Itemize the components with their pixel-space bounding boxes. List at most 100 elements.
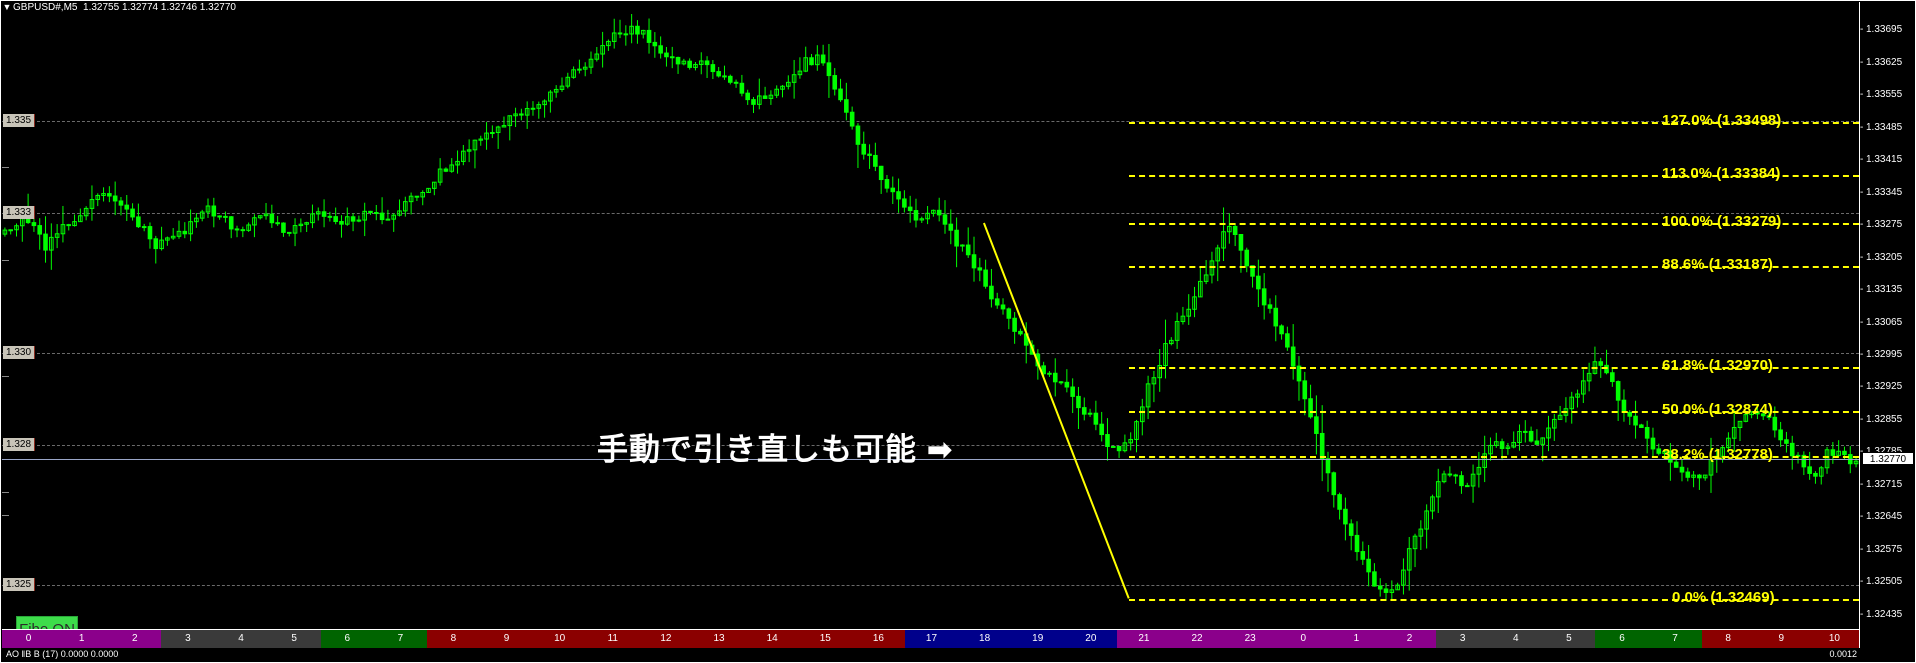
candlestick — [72, 214, 77, 227]
candle-body — [1766, 415, 1772, 418]
candlestick — [130, 203, 135, 221]
candlestick — [954, 217, 959, 268]
candle-body — [751, 99, 756, 105]
candle-body — [1331, 472, 1337, 496]
candlestick — [124, 195, 130, 221]
candlestick — [739, 74, 745, 97]
candlestick — [1453, 473, 1458, 484]
time-tick: 12 — [639, 630, 693, 648]
candle-body — [1076, 395, 1081, 409]
candle-body — [368, 210, 373, 214]
candle-body — [698, 60, 704, 65]
fib-level-line[interactable] — [1129, 598, 1859, 601]
candle-body — [1557, 414, 1563, 420]
fib-level-label: 88.6% (1.33187) — [1662, 255, 1773, 273]
price-tick: -1.33555 — [1860, 89, 1914, 100]
fib-level-line[interactable] — [1129, 223, 1859, 226]
candlestick — [623, 25, 629, 46]
candlestick — [298, 218, 304, 233]
candlestick — [1552, 413, 1557, 441]
minor-gridline-tick — [2, 491, 9, 493]
price-tick-label: 1.33695 — [1866, 24, 1903, 36]
fib-level-line[interactable] — [1129, 366, 1859, 369]
candlestick — [1824, 446, 1830, 474]
candlestick — [1395, 582, 1400, 591]
candle-body — [896, 191, 901, 200]
candle-body — [1157, 364, 1163, 379]
price-tick: -1.33065 — [1860, 317, 1914, 328]
candlestick — [1081, 397, 1087, 421]
candlestick — [513, 107, 518, 128]
candlestick — [611, 18, 617, 49]
fib-level-line[interactable] — [1129, 121, 1859, 124]
candlestick — [304, 221, 309, 233]
candlestick — [1685, 467, 1691, 482]
candlestick — [1801, 451, 1807, 476]
candlestick — [693, 61, 698, 71]
candlestick — [867, 144, 872, 169]
candle-body — [37, 225, 43, 235]
time-tick: 1 — [1329, 630, 1383, 648]
candle-body — [588, 58, 594, 68]
price-gridline — [2, 213, 1859, 215]
candle-body — [513, 113, 518, 117]
candle-body — [635, 25, 640, 35]
candlestick — [1198, 266, 1203, 298]
fib-level-line[interactable] — [1129, 265, 1859, 268]
time-tick: 7 — [373, 630, 427, 648]
candlestick — [948, 209, 954, 245]
candlestick — [176, 220, 182, 239]
candle-body — [693, 63, 698, 68]
candlestick — [1813, 471, 1818, 484]
candlestick — [14, 223, 19, 237]
candle-body — [1511, 441, 1516, 448]
fib-level-line[interactable] — [1129, 174, 1859, 177]
candlestick — [1348, 519, 1354, 551]
fib-level-line[interactable] — [1129, 455, 1859, 458]
candle-body — [1348, 523, 1354, 536]
candle-body — [809, 57, 814, 66]
candlestick — [971, 236, 977, 282]
candle-body — [1569, 396, 1575, 410]
candlestick — [1012, 312, 1017, 344]
candlestick — [49, 223, 54, 270]
candlestick — [310, 204, 315, 229]
candlestick — [217, 215, 222, 220]
price-scale[interactable]: 1.32770 -1.33695-1.33625-1.33555-1.33485… — [1859, 2, 1914, 661]
candle-body — [1575, 393, 1580, 398]
candle-body — [263, 213, 269, 217]
candle-body — [1540, 437, 1546, 445]
candle-body — [373, 212, 379, 215]
candlestick — [1702, 474, 1708, 481]
candlestick — [1052, 358, 1058, 397]
price-grid-label: 1.325 — [3, 577, 36, 591]
candlestick — [344, 207, 350, 226]
candle-body — [484, 132, 489, 140]
candlestick — [391, 213, 397, 232]
chart-collapse-icon[interactable]: ▼ — [2, 2, 12, 12]
candlestick — [542, 99, 547, 118]
candle-body — [1023, 333, 1029, 346]
candle-body — [1314, 416, 1319, 434]
candlestick — [1679, 459, 1685, 482]
candlestick — [809, 53, 814, 66]
candle-body — [385, 218, 391, 221]
candle-body — [1598, 361, 1604, 366]
candlestick — [1343, 497, 1348, 541]
fibo-on-button[interactable]: Fibo ON — [16, 616, 78, 629]
candle-body — [1772, 416, 1778, 431]
fib-level-line[interactable] — [1129, 411, 1859, 414]
candle-body — [281, 222, 286, 233]
chart-plot-area[interactable]: 127.0% (1.33498) 113.0% (1.33384) 100.0% (… — [2, 14, 1859, 629]
candlestick — [228, 216, 234, 239]
candlestick — [321, 199, 327, 228]
candle-body — [107, 193, 112, 197]
candlestick — [1093, 400, 1099, 431]
candlestick — [1227, 213, 1232, 244]
price-tick-label: 1.33205 — [1866, 251, 1903, 263]
candle-body — [1743, 414, 1749, 422]
time-scale[interactable]: 0 1 2 3 4 5 6 7 8 9 10 11 12 13 14 15 16 17 18 19 20 21 22 23 0 1… — [2, 630, 1861, 648]
candle-body — [217, 215, 222, 218]
candlestick — [1789, 435, 1795, 470]
candle-body — [1163, 343, 1168, 366]
